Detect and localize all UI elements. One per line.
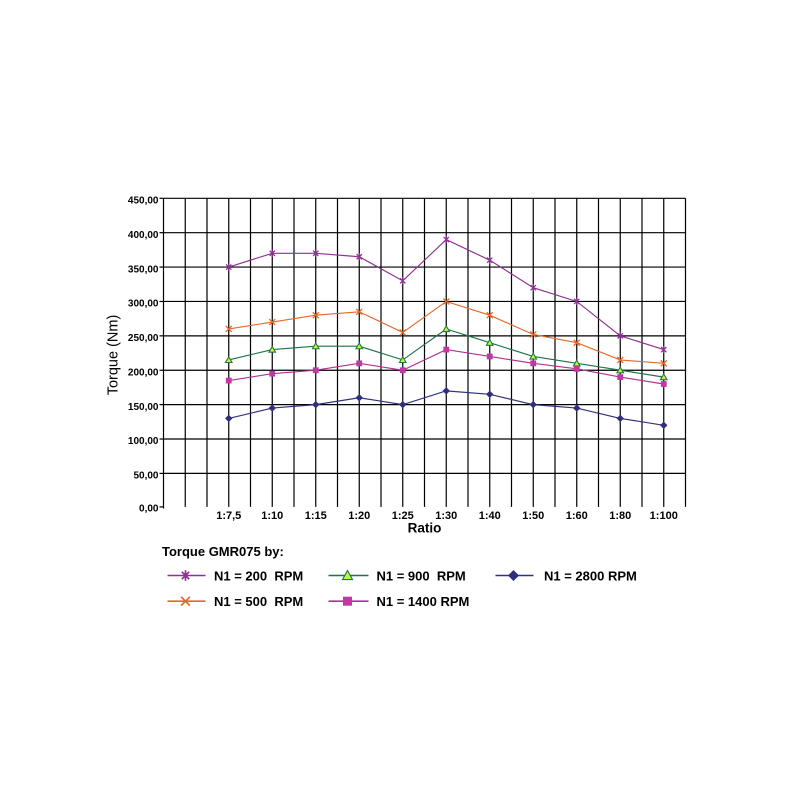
- svg-text:1:15: 1:15: [305, 510, 327, 522]
- svg-text:1:100: 1:100: [650, 510, 678, 522]
- svg-text:1:50: 1:50: [522, 510, 544, 522]
- svg-text:1:60: 1:60: [566, 510, 588, 522]
- svg-text:100,00: 100,00: [128, 436, 159, 447]
- svg-text:1:7,5: 1:7,5: [216, 510, 241, 522]
- svg-text:400,00: 400,00: [128, 230, 159, 241]
- svg-text:N1 = 2800 RPM: N1 = 2800 RPM: [544, 568, 637, 583]
- svg-text:1:10: 1:10: [261, 510, 283, 522]
- svg-text:N1 = 500 RPM: N1 = 500 RPM: [214, 594, 303, 609]
- svg-text:1:80: 1:80: [609, 510, 631, 522]
- svg-text:Ratio: Ratio: [408, 521, 442, 536]
- svg-text:150,00: 150,00: [128, 402, 159, 413]
- svg-text:1:25: 1:25: [392, 510, 414, 522]
- svg-text:1:30: 1:30: [435, 510, 457, 522]
- svg-text:N1 = 900 RPM: N1 = 900 RPM: [377, 568, 466, 583]
- svg-text:N1 = 200 RPM: N1 = 200 RPM: [214, 568, 303, 583]
- svg-text:350,00: 350,00: [128, 264, 159, 275]
- svg-text:300,00: 300,00: [128, 299, 159, 310]
- svg-text:1:40: 1:40: [479, 510, 501, 522]
- svg-text:250,00: 250,00: [128, 333, 159, 344]
- svg-text:50,00: 50,00: [133, 471, 158, 482]
- svg-text:0,00: 0,00: [139, 504, 159, 515]
- svg-text:Torque (Nm): Torque (Nm): [106, 315, 122, 396]
- svg-text:450,00: 450,00: [128, 195, 159, 206]
- svg-text:200,00: 200,00: [128, 367, 159, 378]
- svg-text:Torque GMR075 by:: Torque GMR075 by:: [162, 544, 284, 559]
- svg-text:N1 = 1400 RPM: N1 = 1400 RPM: [377, 594, 470, 609]
- svg-text:1:20: 1:20: [348, 510, 370, 522]
